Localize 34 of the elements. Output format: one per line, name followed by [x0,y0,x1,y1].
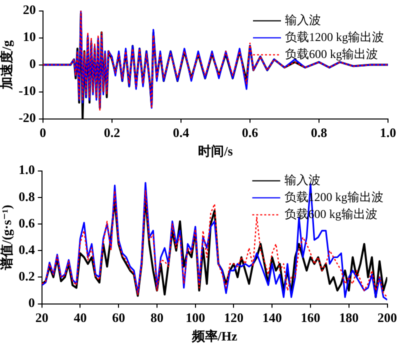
y-axis-title: 谱值/(g·s⁻¹) [0,204,14,271]
y-tick-label: 1.0 [18,162,35,178]
x-tick-label: 40 [74,310,87,325]
x-tick-label: 180 [339,310,359,325]
x-axis-title: 频率/Hz [190,328,238,344]
y-tick-label: -10 [18,83,36,98]
x-tick-label: 140 [262,310,282,325]
y-tick-label: 10 [22,29,36,44]
y-tick-label: 0 [29,56,36,72]
y-tick-label: 0.2 [18,268,35,284]
y-tick-label: 0.6 [18,215,36,230]
y-axis-title: 加速度/g [0,40,14,90]
legend-label: 负载1200 kg输出波 [285,30,384,44]
y-tick-label: -20 [18,110,36,126]
y-tick-label: 0 [28,295,35,310]
x-tick-label: 120 [224,310,244,325]
x-tick-label: 0.8 [310,124,328,140]
x-tick-label: 0.2 [104,124,120,140]
x-axis-title: 时间/s [198,144,233,159]
y-tick-label: 0.8 [18,188,36,204]
x-tick-label: 80 [150,310,164,325]
legend-label: 输入波 [285,12,321,27]
y-tick-label: 20 [22,2,36,18]
x-tick-label: 60 [112,310,126,325]
y-tick-label: 0.4 [18,242,36,257]
x-tick-label: 0 [40,124,46,140]
x-tick-label: 200 [378,310,397,325]
x-tick-label: 0.6 [242,124,259,140]
x-tick-label: 0.4 [172,124,190,140]
legend-label: 输入波 [284,172,320,187]
x-tick-label: 100 [186,310,206,325]
legend-label: 负载600 kg输出波 [285,46,378,61]
x-tick-label: 160 [300,310,320,325]
x-tick-label: 1.0 [380,124,396,140]
